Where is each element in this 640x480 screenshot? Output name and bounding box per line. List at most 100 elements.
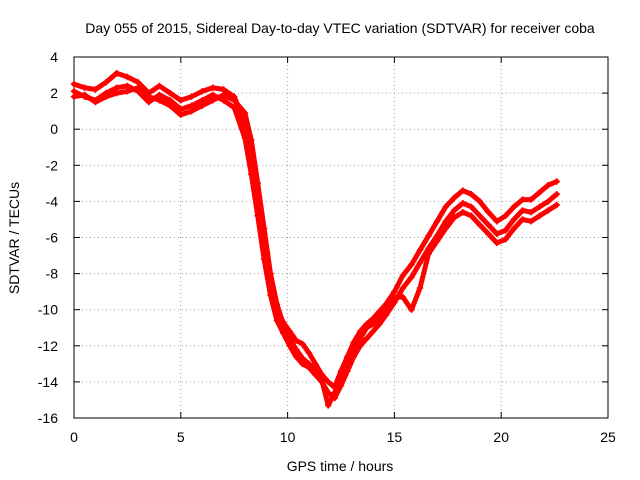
series-line: [71, 83, 560, 401]
data-point: [188, 102, 195, 109]
data-point: [344, 360, 351, 368]
y-tick-label: -4: [46, 193, 59, 209]
data-point: [527, 218, 535, 225]
y-tick-label: -14: [38, 374, 58, 390]
data-point: [502, 227, 509, 234]
y-tick-label: -16: [38, 410, 58, 426]
data-point: [510, 216, 518, 223]
x-tick-label: 25: [600, 429, 616, 445]
data-point: [399, 293, 407, 301]
chart-title: Day 055 of 2015, Sidereal Day-to-day VTE…: [85, 20, 595, 36]
data-point: [553, 191, 560, 198]
data-point: [459, 200, 466, 207]
data-point: [199, 88, 206, 95]
data-point: [312, 360, 319, 368]
series-line: [71, 85, 560, 408]
series-track-c: [70, 84, 560, 409]
data-point: [416, 284, 424, 292]
data-point: [425, 250, 432, 257]
data-point: [376, 313, 383, 321]
data-point: [510, 225, 518, 232]
y-tick-label: -2: [46, 157, 59, 173]
data-point: [485, 221, 492, 229]
data-point: [485, 209, 492, 216]
y-tick-label: 0: [50, 121, 58, 137]
y-tick-label: 4: [50, 49, 58, 65]
data-point: [485, 230, 492, 238]
data-point: [156, 82, 163, 90]
data-point: [408, 261, 415, 268]
data-point: [81, 84, 88, 91]
data-point: [248, 136, 255, 144]
data-point: [177, 111, 184, 118]
data-point: [325, 378, 332, 386]
x-tick-label: 15: [387, 429, 403, 445]
data-point: [113, 70, 120, 77]
data-point: [124, 73, 131, 81]
y-tick-label: -6: [46, 230, 59, 246]
data-point: [156, 97, 163, 104]
data-point: [70, 80, 78, 88]
data-point: [416, 246, 424, 254]
data-point: [124, 82, 131, 90]
data-point: [325, 402, 332, 409]
data-point: [134, 84, 142, 91]
data-point: [442, 218, 449, 225]
data-point: [209, 84, 216, 91]
data-point: [425, 232, 432, 239]
data-point: [231, 97, 238, 104]
data-point: [254, 180, 261, 187]
data-point: [305, 349, 313, 357]
data-point: [199, 102, 206, 109]
data-point: [442, 203, 449, 210]
data-point: [145, 98, 152, 106]
data-point: [350, 346, 357, 353]
data-point: [299, 355, 306, 362]
data-point: [416, 259, 424, 266]
data-point: [476, 221, 483, 229]
data-point: [70, 88, 78, 95]
x-tick-label: 10: [280, 429, 296, 445]
data-point: [299, 360, 306, 368]
data-point: [124, 88, 131, 95]
axis-ticks: 0 5 10 15 20 25 -16 -14 -12 -10 -8 -6 -4 -2 0 2 4: [38, 49, 616, 445]
data-point: [451, 194, 458, 201]
data-point: [391, 288, 398, 295]
data-point: [299, 340, 306, 348]
data-point: [286, 335, 293, 342]
data-point: [553, 178, 560, 185]
data-point: [536, 189, 543, 196]
data-point: [536, 212, 543, 219]
data-point: [92, 86, 99, 93]
data-point: [493, 230, 501, 238]
data-point: [510, 203, 518, 210]
data-point: [220, 97, 227, 104]
data-point: [337, 375, 345, 382]
data-point: [519, 207, 526, 214]
y-tick-label: -12: [38, 338, 58, 354]
data-point: [363, 324, 370, 331]
data-point: [273, 317, 281, 324]
data-point: [493, 218, 501, 225]
data-point: [267, 270, 274, 277]
data-point: [363, 335, 370, 342]
data-point: [536, 203, 543, 210]
data-point: [357, 335, 364, 342]
data-point: [166, 89, 174, 97]
y-tick-label: -10: [38, 302, 58, 318]
data-point: [81, 91, 88, 99]
data-point: [553, 201, 560, 209]
y-axis-label: SDTVAR / TECUs: [6, 182, 22, 294]
data-point: [545, 182, 552, 189]
data-point: [468, 191, 475, 198]
data-point: [292, 337, 300, 344]
data-point: [502, 236, 509, 243]
data-point: [220, 86, 227, 93]
y-tick-label: 2: [50, 85, 58, 101]
data-point: [527, 209, 535, 216]
data-point: [382, 304, 390, 312]
data-point: [166, 102, 174, 109]
data-point: [280, 320, 287, 328]
data-point: [459, 187, 466, 194]
data-point: [451, 207, 458, 214]
